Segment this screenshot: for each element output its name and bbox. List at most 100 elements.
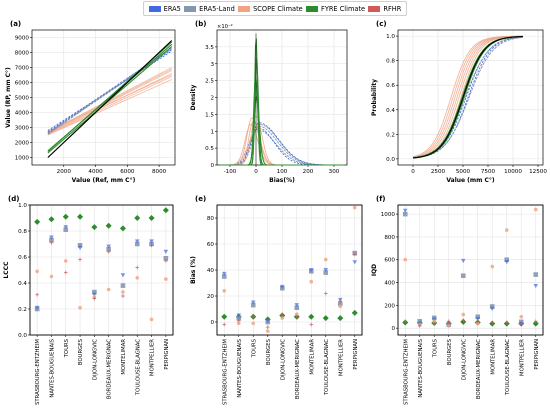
era5land-marker [417, 319, 423, 324]
y-tick-label: 400 [384, 281, 395, 287]
fyre-marker [34, 218, 41, 225]
era5land-marker [134, 241, 140, 247]
y-tick-label: 0 [210, 320, 214, 326]
scope-marker [432, 319, 437, 324]
station-label: MONTPELLIER [338, 339, 344, 376]
era5-marker [34, 305, 40, 310]
y-tick-label: 0.6 [18, 255, 27, 261]
fyre-marker [91, 224, 98, 231]
era5land-marker [518, 319, 524, 325]
era5land-marker [92, 289, 97, 295]
era5land-marker [236, 315, 242, 321]
era5-marker [63, 225, 69, 230]
scope-marker [461, 312, 466, 317]
era5land-marker [402, 211, 408, 217]
y-tick-label: 0.2 [18, 307, 27, 313]
y-tick-label: 0.2 [386, 132, 395, 138]
legend-swatch [306, 5, 319, 12]
x-axis-label: Value (Ref, mm C°) [72, 177, 136, 184]
panel-label: (f) [376, 195, 385, 203]
rfhr-marker [323, 291, 328, 296]
panel-label: (a) [10, 20, 21, 28]
station-label: STRASBOURG-ENTZHEIM [35, 339, 41, 405]
era5-density [219, 127, 345, 166]
x-tick-label: 0 [411, 169, 415, 175]
station-label: BORDEAUX-MERIGNAC [295, 339, 301, 399]
era5-marker [460, 258, 466, 264]
y-axis-label: Value (RP, mm C°) [5, 67, 12, 128]
era5-marker [49, 235, 54, 240]
y-tick-label: 0.5 [205, 146, 214, 152]
one-to-one-line [47, 40, 173, 158]
legend-label: FYRE Climate [321, 4, 366, 13]
rfhr-marker [294, 315, 299, 319]
rfhr-marker [35, 292, 39, 297]
rfhr-marker [78, 257, 82, 262]
y-tick-label: 0.6 [386, 83, 395, 89]
era5land-line [47, 48, 173, 134]
scope-marker [121, 290, 125, 294]
x-tick-label: 8000 [152, 169, 167, 175]
station-label: NANTES-BOUGUENAIS [49, 338, 55, 397]
fyre-marker [62, 213, 69, 220]
panel-label: (e) [195, 195, 206, 203]
panel-label: (d) [8, 195, 19, 203]
fyre-marker [134, 215, 141, 221]
y-tick-label: 1000 [15, 156, 30, 162]
rfhr-marker [309, 322, 314, 327]
era5land-marker [120, 283, 126, 288]
scope-marker [135, 276, 140, 280]
rfhr-marker [338, 299, 343, 303]
legend-entry: FYRE Climate [306, 5, 365, 13]
legend-entry: ERA5 [148, 4, 181, 13]
station-label: PERPIGNAN [353, 339, 359, 370]
station-label: BOURGES [266, 338, 272, 365]
era5-marker [489, 306, 495, 311]
rfhr-marker [432, 321, 437, 326]
scope-marker [49, 274, 54, 279]
era5-marker [323, 268, 329, 273]
rfhr-marker [106, 250, 111, 254]
fyre-marker [119, 225, 126, 232]
y-tick-label: 9000 [15, 36, 30, 42]
scope-line [47, 79, 172, 136]
era5land-marker [77, 243, 83, 248]
station-label: MONTPELLIER [519, 339, 525, 376]
era5land-marker [106, 246, 111, 252]
y-axis-label: Density [190, 85, 197, 111]
y-tick-label: 3000 [15, 126, 30, 132]
plot-area [398, 205, 543, 335]
era5land-marker [504, 257, 510, 263]
rfhr-marker [121, 294, 125, 298]
rfhr-marker [533, 319, 538, 324]
era5land-marker [163, 256, 169, 261]
era5land-marker [460, 273, 466, 279]
era5-marker [92, 292, 97, 297]
y-tick-label: 4000 [15, 111, 30, 117]
scope-marker [164, 277, 168, 281]
station-label: NANTES-BOUGUENAIS [418, 338, 424, 397]
x-tick-label: 2000 [57, 169, 72, 175]
plot-frame [31, 29, 176, 166]
y-tick-label: 1.0 [18, 203, 27, 209]
legend-label: ERA5 [163, 4, 181, 13]
fyre-marker [162, 207, 169, 214]
y-tick-label: 0.4 [18, 281, 27, 287]
rfhr-marker [352, 252, 357, 257]
era5land-marker [250, 302, 256, 308]
x-tick-label: 7500 [481, 169, 496, 175]
scope-marker [504, 228, 509, 232]
era5-marker [533, 283, 539, 289]
era5-marker [294, 303, 300, 308]
era5land-marker [63, 227, 69, 232]
scope-marker [236, 321, 241, 326]
era5-marker [106, 244, 111, 249]
rfhr-marker [164, 259, 168, 263]
legend-swatch [368, 5, 381, 12]
era5-marker [475, 317, 481, 322]
scope-marker [106, 287, 111, 292]
scope-marker [352, 205, 357, 210]
rfhr-marker [519, 322, 524, 327]
era5land-marker [337, 301, 343, 307]
scope-marker [323, 257, 328, 262]
